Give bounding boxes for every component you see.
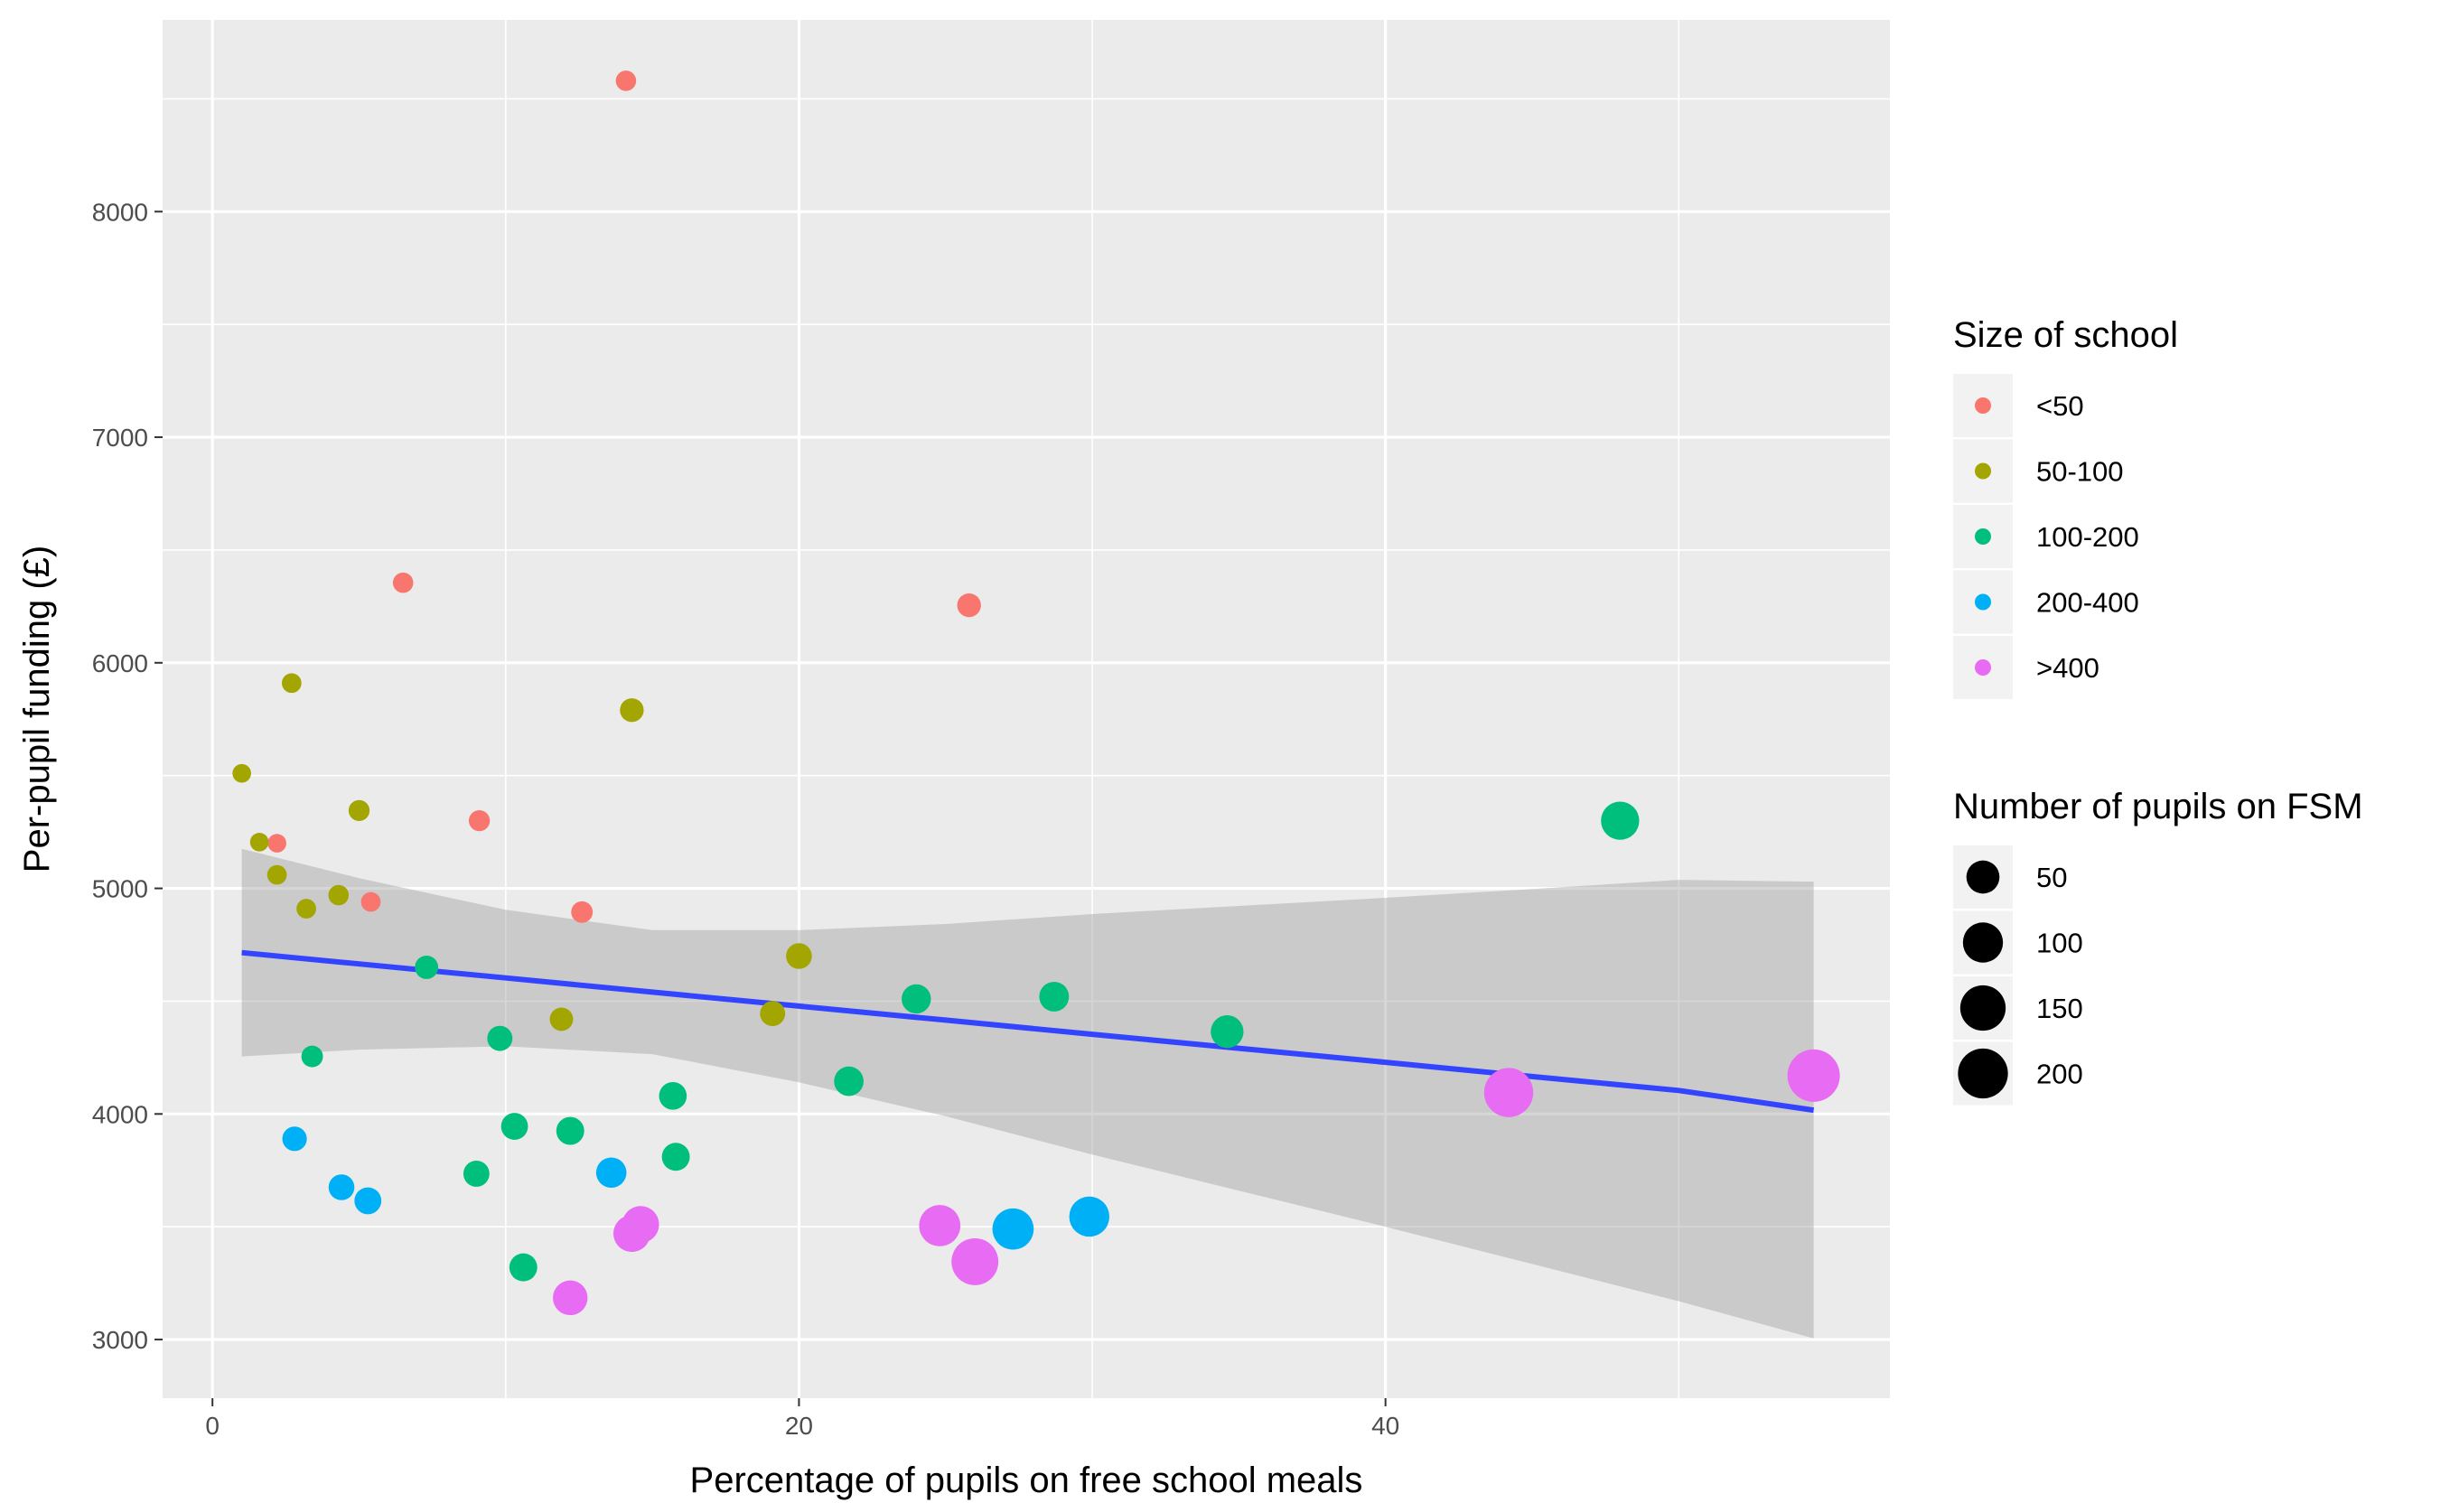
major-gridlines: [163, 20, 1890, 1398]
data-point: [328, 1174, 355, 1200]
data-point: [267, 864, 287, 885]
data-point: [415, 956, 439, 979]
data-point: [249, 833, 269, 852]
legend-label: 50: [2036, 862, 2067, 893]
data-point: [902, 984, 931, 1014]
legend-swatch: [1975, 593, 1991, 611]
trend-line: [241, 949, 1815, 1114]
y-tick-label: 3000: [92, 1326, 148, 1354]
data-point: [1069, 1196, 1109, 1237]
minor-gridlines: [163, 20, 1890, 1398]
size-legend-title: Number of pupils on FSM: [1953, 787, 2363, 826]
data-point: [282, 1126, 307, 1152]
x-tick-label: 40: [1371, 1412, 1399, 1440]
plot-panel: [163, 20, 1890, 1398]
data-point: [595, 1157, 627, 1189]
data-point: [612, 1215, 650, 1253]
colour-legend: <50 50-100 100-200 200-400 >400: [1953, 374, 2139, 699]
legend-size-swatch: [1962, 922, 2004, 963]
x-tick-label: 20: [785, 1412, 813, 1440]
legend-swatch: [1975, 397, 1991, 414]
legend-label: 100: [2036, 928, 2083, 959]
data-point: [615, 70, 637, 91]
legend-label: 150: [2036, 993, 2083, 1024]
y-tick-label: 6000: [92, 649, 148, 677]
data-point: [1483, 1068, 1534, 1117]
legend-label: 200: [2036, 1059, 2083, 1090]
data-point: [328, 884, 350, 906]
data-points: [232, 70, 1840, 1316]
data-point: [957, 593, 981, 618]
legend-swatch: [1975, 462, 1991, 480]
data-point: [281, 673, 302, 694]
y-tick-label: 8000: [92, 198, 148, 226]
data-point: [659, 1082, 687, 1110]
confidence-ribbon: [241, 848, 1814, 1339]
data-point: [487, 1025, 513, 1051]
data-point: [951, 1237, 999, 1285]
legend-swatch: [1975, 528, 1991, 545]
data-point: [549, 1007, 574, 1031]
data-point: [463, 1161, 490, 1187]
legend-label: 50-100: [2036, 456, 2124, 488]
data-point: [786, 943, 812, 969]
y-tick-label: 7000: [92, 424, 148, 452]
data-point: [571, 901, 594, 923]
legend-label: >400: [2036, 652, 2099, 684]
data-point: [348, 799, 370, 822]
x-axis-title: Percentage of pupils on free school meal…: [690, 1461, 1363, 1500]
legend-size-swatch: [1966, 860, 2000, 894]
data-point: [1211, 1015, 1244, 1049]
data-point: [553, 1280, 588, 1316]
legend-swatch: [1975, 659, 1991, 676]
data-point: [1601, 801, 1640, 840]
data-point: [509, 1253, 538, 1282]
y-tick-label: 5000: [92, 875, 148, 903]
data-point: [834, 1066, 864, 1097]
data-point: [620, 698, 644, 723]
data-point: [267, 834, 286, 853]
data-point: [1039, 981, 1070, 1012]
data-point: [360, 891, 381, 912]
legend-label: 200-400: [2036, 587, 2139, 619]
data-point: [919, 1205, 961, 1246]
data-point: [500, 1113, 528, 1140]
x-tick-label: 0: [205, 1412, 220, 1440]
legend-size-swatch: [1958, 1048, 2008, 1099]
size-legend: 50 100 150 200: [1953, 845, 2083, 1106]
colour-legend-title: Size of school: [1953, 315, 2178, 355]
data-point: [232, 763, 251, 783]
data-point: [354, 1187, 382, 1215]
legend-label: <50: [2036, 390, 2084, 422]
legend-size-swatch: [1959, 985, 2006, 1031]
data-point: [1787, 1049, 1840, 1102]
data-point: [296, 899, 316, 919]
data-point: [760, 1001, 786, 1027]
data-point: [468, 809, 491, 832]
data-point: [556, 1116, 584, 1145]
data-point: [392, 572, 414, 593]
data-point: [661, 1143, 690, 1171]
data-point: [992, 1208, 1034, 1250]
data-point: [301, 1045, 323, 1068]
y-axis-title: Per-pupil funding (£): [17, 546, 57, 873]
y-axis: 3000 4000 5000 6000 7000 8000: [92, 198, 163, 1354]
y-tick-label: 4000: [92, 1100, 148, 1128]
x-axis: 0 20 40: [205, 1398, 1399, 1440]
legend-label: 100-200: [2036, 521, 2139, 553]
